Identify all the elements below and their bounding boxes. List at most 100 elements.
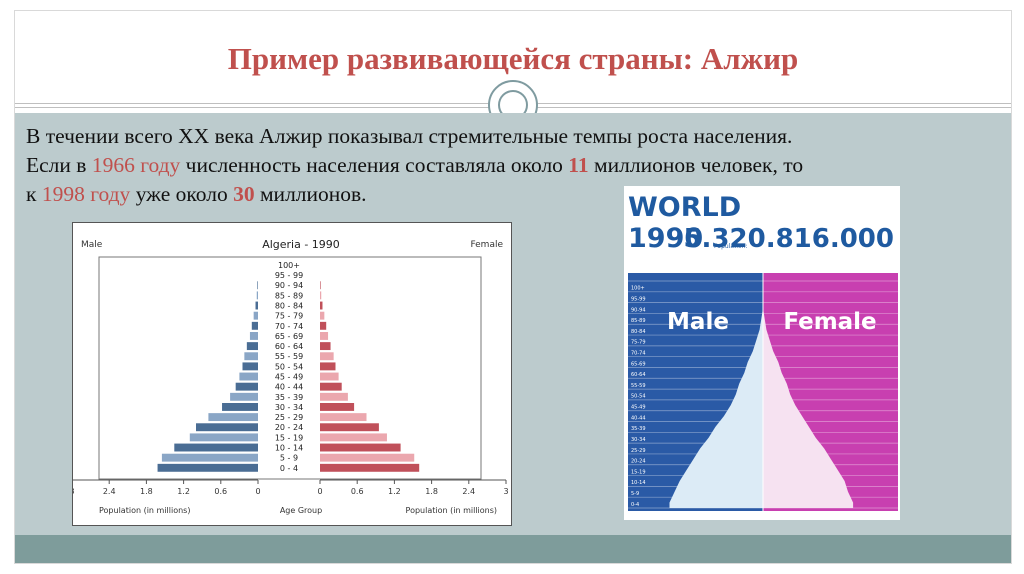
population-1966: 11: [568, 153, 589, 177]
female-tick-label: 1.8: [425, 487, 438, 496]
male-tick-label: 1.8: [140, 487, 153, 496]
age-group-label: 0 - 4: [280, 464, 298, 473]
world-tick-label: 7.5%: [629, 512, 642, 518]
world-age-label: 100+: [631, 286, 645, 292]
world-age-label: 0-4: [631, 502, 639, 508]
male-bar: [255, 301, 258, 310]
male-bar: [249, 332, 258, 340]
pyramid1-frame: [98, 256, 482, 480]
male-bar: [257, 281, 258, 290]
line1-text: В течении всего XX века Алжир показывал …: [26, 124, 793, 148]
female-bar: [320, 463, 420, 472]
algeria-pyramid-chart: Male Female Algeria - 1990 100+ 95 - 99 90…: [72, 222, 512, 526]
age-group-label: 95 - 99: [275, 271, 303, 280]
female-bar: [320, 423, 379, 432]
world-year: 1990: [628, 223, 703, 254]
world-tick-label: 5%: [674, 512, 682, 518]
line2-text-c: миллионов человек, то: [588, 153, 804, 177]
age-group-label: 60 - 64: [275, 342, 303, 351]
female-bar: [320, 382, 342, 391]
female-tick-label: 2.4: [462, 487, 475, 496]
age-group-label: 30 - 34: [275, 403, 303, 412]
paragraph-line-3: к 1998 году уже около 30 миллионов.: [26, 180, 976, 209]
world-age-label: 40-44: [631, 415, 646, 421]
age-group-label: 45 - 49: [275, 372, 303, 381]
female-tick-label: 0.6: [351, 487, 364, 496]
line2-text-b: численность населения составляла около: [180, 153, 569, 177]
male-bar: [161, 453, 258, 462]
world-age-label: 85-89: [631, 318, 646, 324]
pyramid1-title: Algeria - 1990: [262, 238, 340, 251]
world-tick-label: 2.5%: [799, 512, 812, 518]
age-group-label: 35 - 39: [275, 393, 303, 402]
male-bar: [253, 311, 258, 320]
world-heading: WORLD: [628, 192, 741, 223]
age-group-label: 15 - 19: [275, 433, 303, 442]
female-bar: [320, 392, 348, 401]
world-tick-label: 5%: [844, 512, 852, 518]
world-population-value: 5.320.816.000: [683, 224, 894, 254]
female-bar: [320, 403, 355, 411]
female-bar: [320, 443, 401, 452]
female-bar: [320, 332, 329, 340]
age-group-label: 10 - 14: [275, 443, 303, 452]
pyramid1-center-label: Age Group: [280, 506, 322, 515]
world-age-label: 35-39: [631, 426, 646, 432]
world-age-label: 5-9: [631, 491, 639, 497]
world-age-label: 55-59: [631, 383, 646, 389]
age-group-label: 40 - 44: [275, 383, 303, 392]
female-tick-label: 1.2: [388, 487, 401, 496]
male-bar: [256, 291, 258, 300]
body-paragraph: В течении всего XX века Алжир показывал …: [26, 122, 976, 209]
world-male-label: Male: [667, 309, 729, 335]
age-group-label: 90 - 94: [275, 281, 303, 290]
world-pyramid-svg: WORLD 1990 Population: 5.320.816.000 100…: [624, 186, 900, 520]
male-bar: [246, 342, 258, 351]
male-tick-label: 0.6: [214, 487, 227, 496]
age-group-label: 70 - 74: [275, 322, 303, 331]
year-1966: 1966 году: [91, 153, 181, 177]
paragraph-line-1: В течении всего XX века Алжир показывал …: [26, 122, 976, 151]
line3-text-a: к: [26, 182, 42, 206]
male-bar: [244, 352, 258, 361]
world-age-label: 90-94: [631, 307, 646, 313]
bottom-band: [15, 535, 1011, 563]
female-bar: [320, 311, 325, 320]
female-bar: [320, 362, 336, 371]
female-bar: [320, 281, 321, 290]
male-bar: [189, 433, 258, 442]
male-bar: [222, 403, 258, 411]
female-bar: [320, 372, 339, 381]
world-age-label: 65-69: [631, 361, 646, 367]
world-age-label: 80-84: [631, 329, 646, 335]
age-group-label: 100+: [278, 261, 300, 270]
age-group-label: 50 - 54: [275, 362, 303, 371]
world-male-area: [669, 281, 763, 508]
female-bar: [320, 433, 387, 442]
pyramid1-male-label: Male: [81, 240, 103, 250]
female-tick-label: 0: [317, 487, 322, 496]
world-age-label: 20-24: [631, 459, 646, 465]
world-tick-label: 2.5%: [714, 512, 727, 518]
pyramid1-xlabel-right: Population (in millions): [406, 506, 497, 515]
algeria-pyramid-svg: Male Female Algeria - 1990 100+95 - 9990…: [73, 238, 509, 515]
female-bar: [320, 342, 331, 351]
male-bar: [208, 413, 258, 422]
female-bar: [320, 291, 322, 300]
line3-text-b: уже около: [130, 182, 234, 206]
age-group-label: 75 - 79: [275, 312, 303, 321]
world-female-area: [763, 281, 854, 508]
world-age-label: 75-79: [631, 340, 646, 346]
paragraph-line-2: Если в 1966 году численность населения с…: [26, 151, 976, 180]
world-age-label: 60-64: [631, 372, 646, 378]
year-1998: 1998 году: [41, 182, 131, 206]
slide-title: Пример развивающейся страны: Алжир: [227, 41, 799, 76]
pyramid1-xlabel-left: Population (in millions): [99, 506, 190, 515]
male-tick-label: 1.2: [177, 487, 190, 496]
male-tick-label: 0: [255, 487, 260, 496]
male-bar: [239, 372, 258, 381]
male-bar: [174, 443, 258, 452]
world-age-label: 45-49: [631, 405, 646, 411]
world-age-label: 70-74: [631, 351, 646, 357]
world-age-label: 30-34: [631, 437, 646, 443]
